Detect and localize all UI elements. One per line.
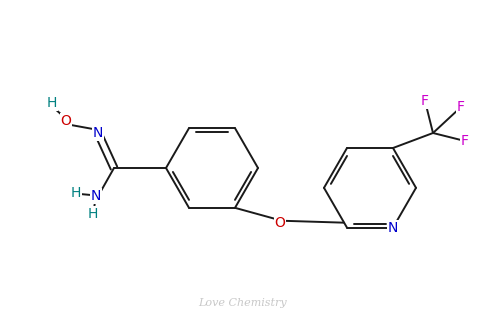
Text: H: H [88,207,98,221]
Text: Love Chemistry: Love Chemistry [197,298,287,308]
Text: N: N [93,126,103,140]
Text: H: H [47,96,57,110]
Text: F: F [457,100,465,114]
Text: O: O [60,114,72,128]
Text: O: O [274,216,286,230]
Text: F: F [461,134,469,148]
Text: N: N [91,189,101,203]
Text: F: F [421,94,429,108]
Text: H: H [71,186,81,200]
Text: N: N [388,221,398,235]
